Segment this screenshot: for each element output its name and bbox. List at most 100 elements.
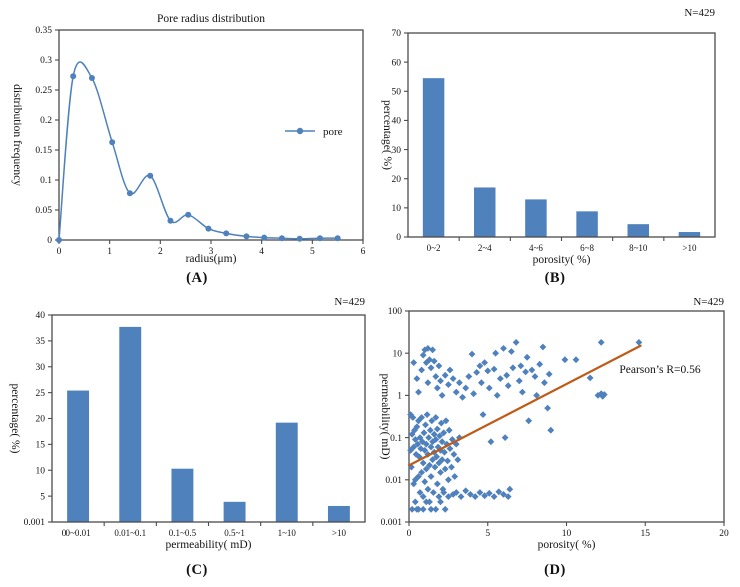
y-tick-label: 10 xyxy=(392,204,402,214)
scatter-point xyxy=(485,489,493,497)
bar xyxy=(678,232,701,237)
scatter-point xyxy=(561,356,569,364)
scatter-point xyxy=(421,446,429,454)
x-axis-label: permeability( mD) xyxy=(166,539,252,551)
scatter-point xyxy=(519,388,526,396)
scatter-point xyxy=(478,379,485,387)
origin-label: 0 xyxy=(62,529,67,539)
scatter-point xyxy=(545,370,553,378)
scatter-point xyxy=(517,362,525,370)
x-tick-label: 0 xyxy=(407,529,412,539)
y-tick-label: 0 xyxy=(47,236,52,246)
bar xyxy=(223,501,246,522)
scatter-point xyxy=(419,351,427,359)
scatter-point xyxy=(420,429,428,437)
scatter-point xyxy=(504,493,512,500)
pore-series xyxy=(56,61,341,243)
y-axis-label: distribution frequency xyxy=(11,84,23,186)
scatter-point xyxy=(484,367,492,375)
scatter-point xyxy=(503,371,511,379)
scatter-point xyxy=(459,393,466,401)
x-tick-label: 20 xyxy=(719,529,729,539)
scatter-point xyxy=(522,368,529,376)
scatter-point xyxy=(481,492,488,500)
scatter-point xyxy=(425,434,433,441)
y-tick-label: 0 xyxy=(396,233,401,243)
scatter-point xyxy=(506,485,514,493)
scatter-point xyxy=(465,373,473,380)
scatter-point xyxy=(435,493,443,500)
scatter-point xyxy=(432,373,440,380)
scatter-point xyxy=(424,379,432,387)
scatter-point xyxy=(531,373,539,380)
y-tick-label: 40 xyxy=(36,311,46,321)
plot-frame xyxy=(51,314,366,523)
scatter-point xyxy=(413,423,421,431)
scatter-point xyxy=(433,425,441,433)
scatter-point xyxy=(504,382,512,390)
y-axis-ticks: 0 0.05 0.1 0.15 0.2 0.25 0.3 0.35 xyxy=(35,26,59,246)
scatter-point xyxy=(452,489,460,496)
scatter-point xyxy=(430,430,438,438)
y-axis-ticks: 0.001 0.01 0.1 1 10 100 xyxy=(381,307,409,528)
y-tick-label: 10 xyxy=(393,349,403,359)
scatter-point xyxy=(476,362,484,370)
scatter-point xyxy=(470,390,477,398)
scatter-point xyxy=(454,456,462,464)
pearson-annotation: Pearson’s R=0.56 xyxy=(619,364,700,376)
scatter-point xyxy=(429,438,436,446)
scatter-point xyxy=(533,392,540,399)
scatter-point xyxy=(427,364,435,372)
scatter-point xyxy=(445,381,452,388)
x-tick-label: 4 xyxy=(259,247,264,257)
y-tick-label: 50 xyxy=(392,87,402,97)
sample-count-label: N=429 xyxy=(334,296,365,308)
scatter-point xyxy=(440,429,448,437)
scatter-point xyxy=(594,392,602,399)
y-tick-label: 0.01 xyxy=(385,476,402,486)
x-tick-label: 5 xyxy=(310,247,315,257)
panel-b-caption: (B) xyxy=(544,270,566,286)
scatter-point xyxy=(449,375,457,382)
scatter-point xyxy=(419,505,427,513)
category-label: 0.01~0.1 xyxy=(114,528,146,538)
category-label: 1~10 xyxy=(278,528,297,538)
scatter-point xyxy=(418,414,425,421)
y-tick-label: 25 xyxy=(36,389,46,399)
scatter-point xyxy=(476,489,484,496)
scatter-point xyxy=(444,457,451,465)
y-tick-label: 60 xyxy=(392,58,402,68)
scatter-point xyxy=(445,476,452,484)
y-tick-label: 30 xyxy=(392,146,402,156)
scatter-point xyxy=(452,440,460,448)
scatter-point xyxy=(485,384,493,392)
x-axis-ticks: 0 5 10 15 20 xyxy=(407,522,729,539)
bar xyxy=(576,211,598,237)
y-tick-label: 15 xyxy=(36,441,46,451)
scatter-point xyxy=(468,350,476,358)
panel-c-permeability-histogram: 0.001 5 10 15 20 25 30 35 40 0~0.01 0.01~0.1 0.1~0.… xyxy=(0,292,370,587)
scatter-point xyxy=(419,493,427,500)
y-axis-ticks: 0 10 20 30 40 50 60 70 xyxy=(392,29,408,243)
scatter-point xyxy=(635,339,643,346)
chart-title: Pore radius distribution xyxy=(157,13,265,25)
x-axis-label: porosity( %) xyxy=(533,254,591,266)
scatter-point xyxy=(430,489,437,496)
scatter-point xyxy=(413,375,421,382)
scatter-point xyxy=(430,357,438,365)
scatter-point xyxy=(462,487,470,495)
bar xyxy=(627,224,649,237)
scatter-point xyxy=(479,411,487,418)
bar xyxy=(275,422,298,522)
x-tick-label: 3 xyxy=(209,247,214,257)
y-axis-label: percentage( %) xyxy=(9,384,21,454)
scatter-point xyxy=(528,366,536,374)
scatter-point xyxy=(415,453,423,461)
scatter-point xyxy=(415,388,422,396)
y-tick-label: 5 xyxy=(40,492,45,502)
scatter-point xyxy=(449,491,457,498)
scatter-point xyxy=(597,339,605,346)
scatter-point xyxy=(426,498,433,506)
scatter-point xyxy=(417,445,425,452)
